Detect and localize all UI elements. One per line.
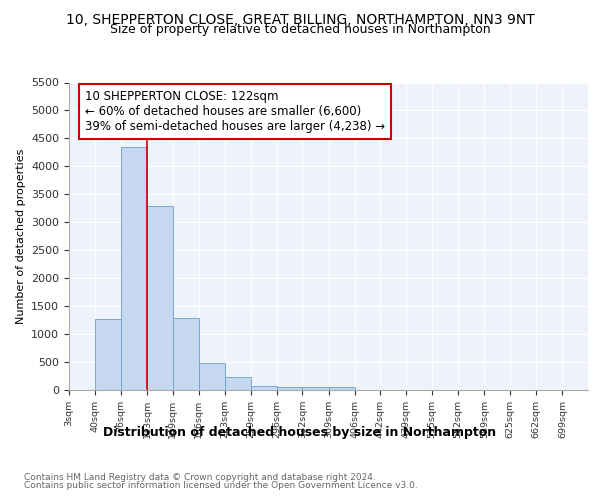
Text: 10 SHEPPERTON CLOSE: 122sqm
← 60% of detached houses are smaller (6,600)
39% of : 10 SHEPPERTON CLOSE: 122sqm ← 60% of det…	[85, 90, 385, 133]
Bar	[277, 386, 302, 390]
Bar	[329, 387, 355, 390]
Bar	[251, 386, 277, 390]
Bar	[147, 206, 173, 390]
Y-axis label: Number of detached properties: Number of detached properties	[16, 148, 26, 324]
Bar	[199, 363, 225, 390]
Bar	[95, 319, 121, 390]
Text: Size of property relative to detached houses in Northampton: Size of property relative to detached ho…	[110, 22, 490, 36]
Text: Distribution of detached houses by size in Northampton: Distribution of detached houses by size …	[103, 426, 497, 439]
Bar	[173, 318, 199, 390]
Bar	[121, 147, 147, 390]
Bar	[302, 387, 329, 390]
Text: Contains public sector information licensed under the Open Government Licence v3: Contains public sector information licen…	[24, 481, 418, 490]
Bar	[225, 377, 251, 390]
Text: Contains HM Land Registry data © Crown copyright and database right 2024.: Contains HM Land Registry data © Crown c…	[24, 472, 376, 482]
Text: 10, SHEPPERTON CLOSE, GREAT BILLING, NORTHAMPTON, NN3 9NT: 10, SHEPPERTON CLOSE, GREAT BILLING, NOR…	[65, 12, 535, 26]
